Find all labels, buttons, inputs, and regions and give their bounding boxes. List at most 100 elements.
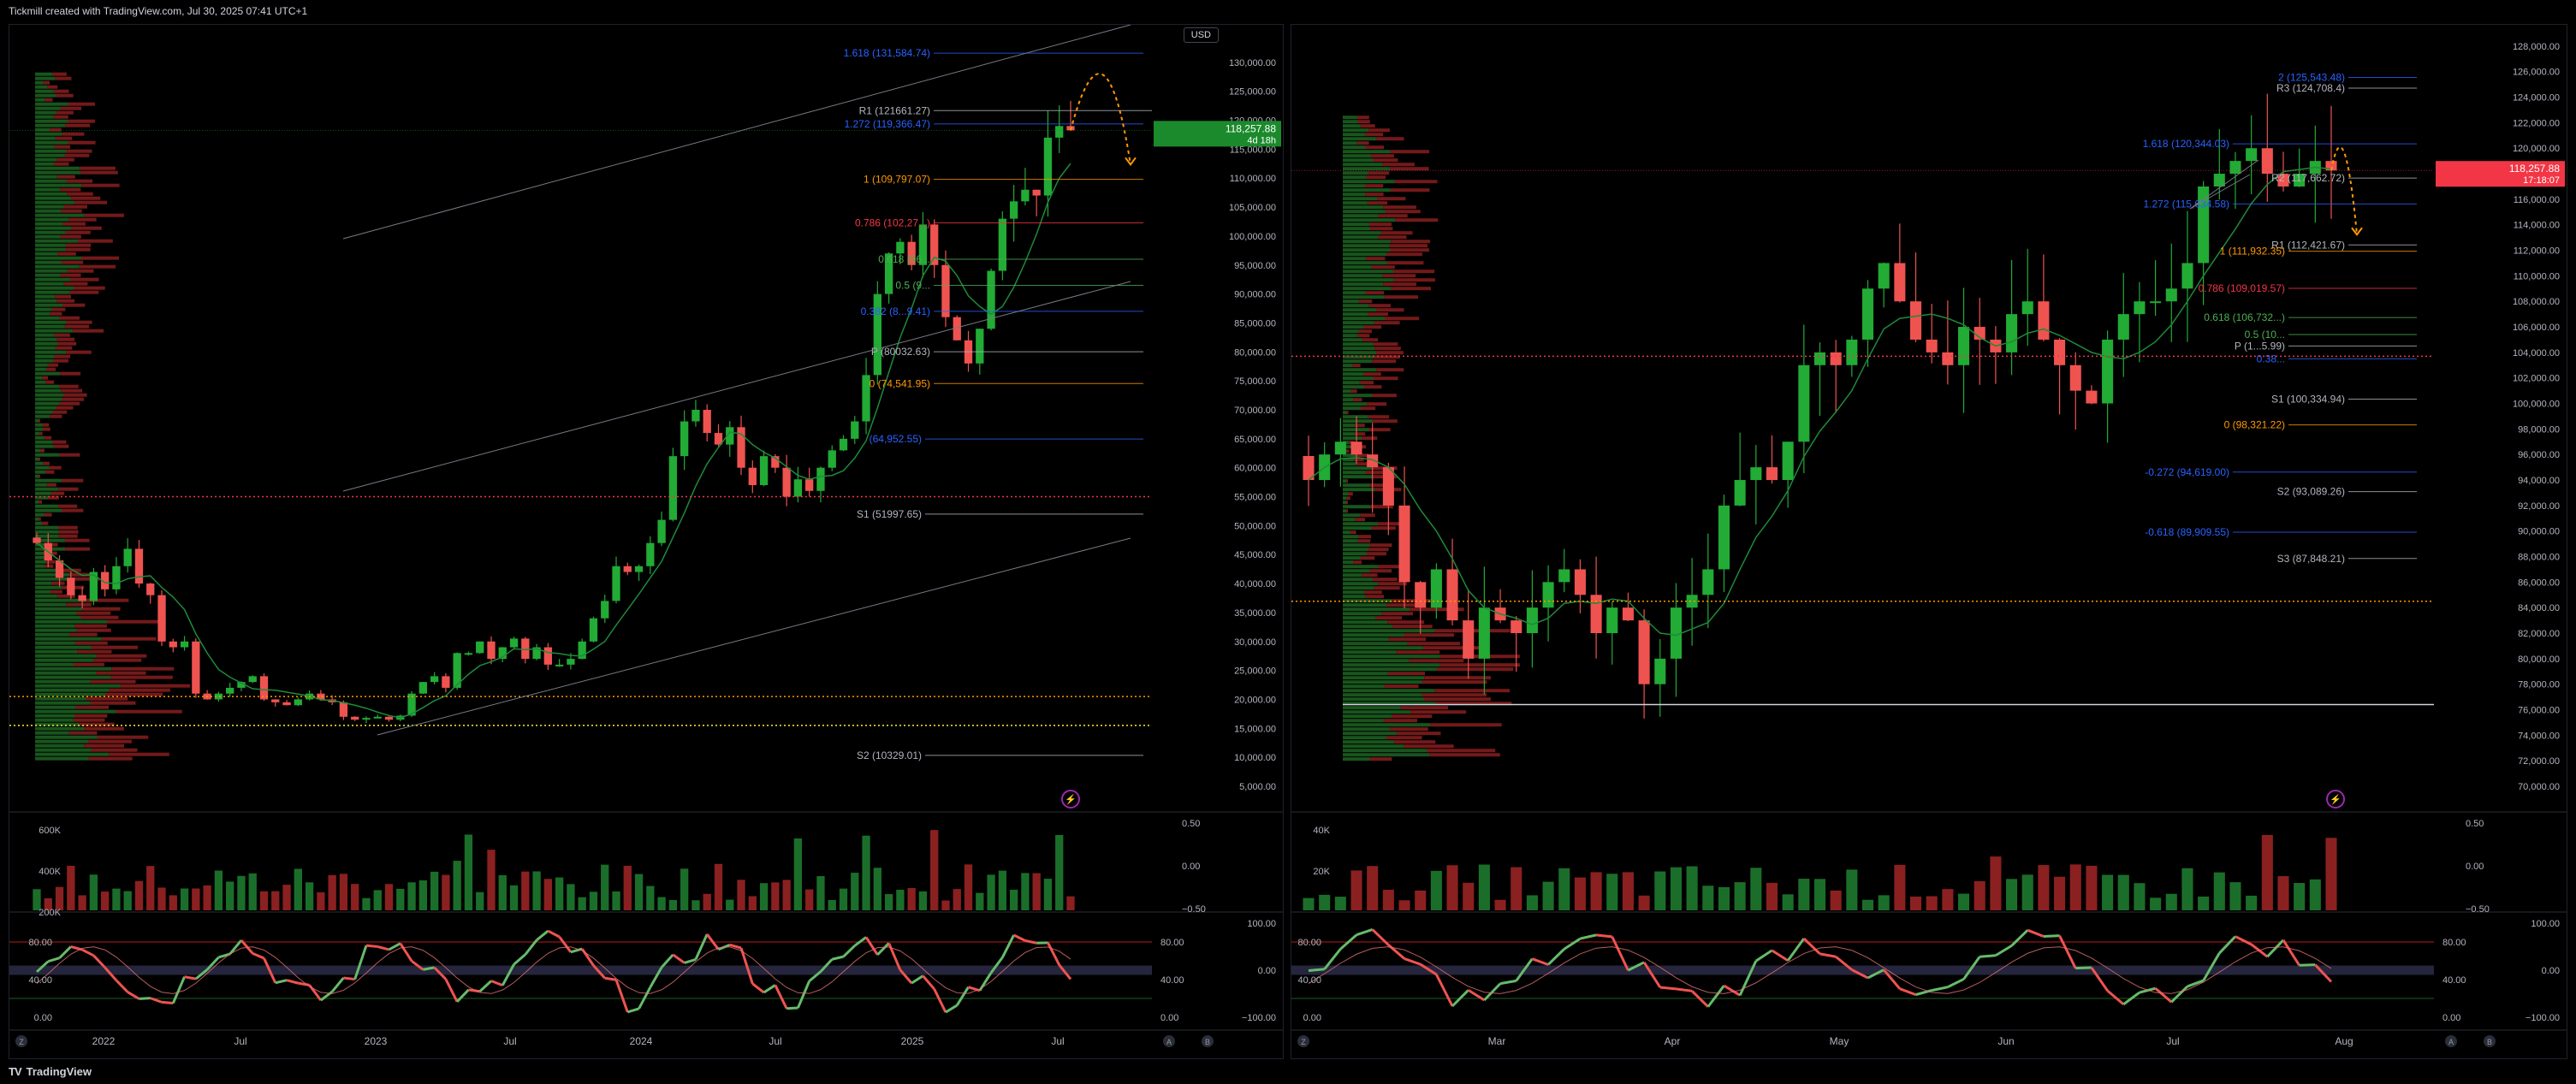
candle-body bbox=[737, 427, 745, 468]
oscillator-segment bbox=[161, 1000, 174, 1005]
volume-bar bbox=[987, 874, 995, 910]
osc-axis-right-label: −100.00 bbox=[2526, 1013, 2560, 1023]
volume-profile-bar bbox=[1343, 257, 1367, 261]
oscillator-segment bbox=[1371, 928, 1390, 946]
price-axis-label: 122,000.00 bbox=[2513, 118, 2560, 128]
volume-profile-bar bbox=[35, 431, 39, 435]
candle-body bbox=[1622, 607, 1634, 621]
volume-profile-bar bbox=[35, 705, 76, 709]
oscillator-segment bbox=[1531, 957, 1549, 966]
volume-profile-bar bbox=[35, 264, 80, 269]
volume-profile-bar bbox=[66, 350, 92, 354]
volume-bar bbox=[33, 889, 41, 910]
last-price-badge bbox=[2436, 161, 2565, 187]
left-chart-pane[interactable]: 130,000.00125,000.00120,000.00115,000.00… bbox=[9, 24, 1284, 1059]
volume-bar bbox=[1009, 889, 1018, 910]
oscillator-segment bbox=[399, 942, 413, 963]
volume-profile-bar bbox=[45, 380, 55, 384]
candle-body bbox=[1909, 301, 1922, 340]
corner-button-label: Z bbox=[1301, 1038, 1306, 1046]
price-axis-label: 95,000.00 bbox=[1234, 261, 1276, 271]
candle-body bbox=[748, 467, 757, 485]
volume-profile-bar bbox=[1369, 483, 1392, 488]
volume-profile-bar bbox=[56, 157, 74, 162]
weekly-chart-svg[interactable]: 130,000.00125,000.00120,000.00115,000.00… bbox=[9, 25, 1284, 1059]
volume-profile-bar bbox=[1396, 732, 1441, 736]
candle-body bbox=[1750, 467, 1762, 481]
price-axis-label: 30,000.00 bbox=[1234, 637, 1276, 648]
volume-bar bbox=[1894, 864, 1906, 910]
volume-profile-bar bbox=[35, 89, 54, 93]
volume-profile-bar bbox=[45, 564, 54, 568]
oscillator-segment bbox=[2154, 987, 2173, 1004]
trend-line bbox=[2189, 174, 2251, 210]
volume-profile-bar bbox=[35, 440, 53, 444]
currency-button[interactable]: USD bbox=[1183, 27, 1219, 43]
candle-body bbox=[930, 224, 939, 265]
volume-profile-bar bbox=[1343, 501, 1346, 505]
volume-profile-bar bbox=[1343, 184, 1366, 188]
candle-body bbox=[2213, 174, 2225, 187]
volume-profile-bar bbox=[1350, 389, 1357, 394]
volume-profile-bar bbox=[1343, 650, 1397, 655]
candle-body bbox=[442, 676, 450, 688]
time-axis-label: 2022 bbox=[92, 1035, 116, 1047]
countdown-value: 17:18:07 bbox=[2523, 175, 2560, 186]
volume-bar bbox=[1734, 882, 1746, 910]
volume-profile-bar bbox=[1367, 201, 1388, 205]
volume-bar bbox=[1686, 866, 1698, 910]
volume-profile-bar bbox=[1343, 145, 1366, 150]
candle-body bbox=[2021, 301, 2033, 315]
level-label: S2 (10329.01) bbox=[857, 749, 922, 761]
volume-profile-bar bbox=[1343, 167, 1391, 171]
volume-profile-bar bbox=[35, 530, 59, 534]
candle-body bbox=[2069, 364, 2081, 391]
candle-body bbox=[612, 566, 620, 601]
volume-profile-bar bbox=[67, 192, 93, 196]
price-axis-label: 105,000.00 bbox=[1229, 203, 1276, 213]
oscillator-segment bbox=[739, 947, 754, 985]
volume-bar bbox=[384, 884, 394, 910]
volume-profile-bar bbox=[35, 234, 61, 239]
volume-profile-bar bbox=[58, 384, 79, 388]
price-axis-label: 126,000.00 bbox=[2513, 68, 2560, 78]
oscillator-segment bbox=[911, 974, 924, 985]
candle-body bbox=[1638, 620, 1650, 684]
volume-profile-bar bbox=[53, 115, 68, 119]
volume-profile-bar bbox=[1377, 235, 1407, 240]
candle-body bbox=[657, 519, 666, 543]
right-chart-pane[interactable]: 128,000.00 126,000.00 124,000.00 122,000.00… bbox=[1291, 24, 2567, 1059]
daily-chart-svg[interactable]: 128,000.00 126,000.00 124,000.00 122,000.00… bbox=[1291, 25, 2567, 1059]
volume-profile-bar bbox=[52, 410, 68, 414]
corner-button-label: A bbox=[2448, 1038, 2454, 1046]
volume-profile-bar bbox=[35, 581, 52, 585]
candle-body bbox=[782, 467, 791, 497]
volume-profile-bar bbox=[1343, 659, 1410, 663]
volume-profile-bar bbox=[35, 367, 47, 371]
volume-profile-bar bbox=[1343, 304, 1369, 308]
volume-profile-bar bbox=[1343, 308, 1377, 312]
candle-body bbox=[339, 702, 348, 717]
osc-axis-mid-label: 0.00 bbox=[2442, 1013, 2460, 1023]
volume-profile-bar bbox=[1360, 556, 1375, 560]
volume-profile-bar bbox=[35, 607, 82, 611]
volume-profile-bar bbox=[35, 654, 97, 658]
candle-body bbox=[1702, 569, 1714, 595]
volume-bar bbox=[237, 875, 246, 910]
oscillator-segment bbox=[377, 945, 389, 951]
volume-profile-bar bbox=[79, 264, 116, 269]
volume-profile-bar bbox=[1343, 240, 1392, 244]
volume-profile-bar bbox=[1386, 736, 1422, 740]
oscillator-segment bbox=[2218, 935, 2237, 955]
volume-profile-bar bbox=[76, 628, 111, 632]
volume-profile-bar bbox=[35, 209, 62, 213]
volume-profile-bar bbox=[1343, 586, 1374, 590]
volume-bar bbox=[1942, 889, 1954, 910]
candle-body bbox=[180, 641, 189, 648]
volume-profile-bar bbox=[1343, 637, 1389, 642]
price-axis-label: 82,000.00 bbox=[2518, 629, 2560, 639]
volume-bar bbox=[214, 870, 223, 910]
volume-profile-bar bbox=[35, 307, 52, 311]
last-price-badge bbox=[1154, 121, 1281, 147]
volume-profile-bar bbox=[61, 260, 84, 264]
